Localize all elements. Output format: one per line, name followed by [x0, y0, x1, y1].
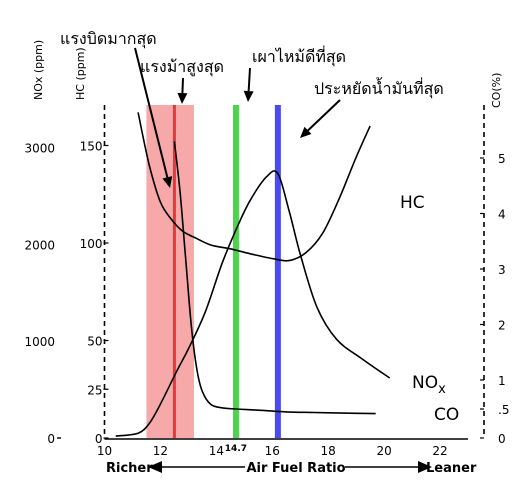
annotation-arrowhead-2: [243, 90, 254, 102]
x-tick-7: 22: [432, 444, 447, 458]
hc-tick-1: 25: [87, 383, 102, 397]
co-tick-3: 2: [498, 319, 506, 333]
curve-hc: [137, 112, 371, 262]
series-label-nox: NOx: [412, 373, 446, 397]
hc-tick-0: 0: [95, 432, 103, 446]
marker-line-2: [274, 105, 281, 438]
nox-tick-2: 2000: [24, 238, 55, 252]
annotation-arrowhead-3: [300, 126, 312, 138]
annotation-label-2: เผาไหม้ดีที่สุด: [252, 45, 346, 67]
x-tick-0: 10: [97, 444, 112, 458]
annotation-arrowhead-1: [177, 92, 188, 104]
curve-co: [173, 141, 376, 415]
annotation-arrowhead-0: [162, 176, 173, 188]
annotation-label-0: แรงบิดมากสุด: [60, 29, 157, 49]
nox-axis-title: NOx (ppm): [32, 40, 45, 100]
hc-tick-4: 150: [80, 140, 103, 154]
series-labels: HC NOx CO: [400, 193, 459, 425]
x-tick-1: 12: [153, 444, 168, 458]
x-tick-3: 14.7: [225, 444, 247, 454]
marker-line-1: [232, 105, 239, 438]
annotation-arrow-3: [307, 99, 341, 132]
right-arrow-head: [418, 461, 432, 473]
x-tick-4: 16: [265, 444, 280, 458]
marker-line-0: [172, 105, 176, 438]
annotation-label-3: ประหยัดน้ำมันที่สุด: [314, 77, 444, 99]
x-tick-5: 18: [321, 444, 336, 458]
nox-axis-title-main: NOx (ppm): [32, 40, 45, 100]
hc-tick-2: 50: [87, 335, 102, 349]
x-tick-2: 14: [209, 444, 224, 458]
x-axis-title: Air Fuel Ratio: [246, 461, 345, 476]
marker-layer: [172, 105, 281, 438]
x-direction-arrows: [148, 461, 432, 473]
co-tick-4: 3: [498, 263, 506, 277]
annotation-arrow-2: [247, 67, 251, 92]
nox-tick-1: 1000: [24, 335, 55, 349]
x-direction-left-label: Richer: [106, 461, 153, 476]
curve-layer: [115, 112, 391, 437]
left-arrow-head: [148, 461, 162, 473]
co-tick-5: 4: [498, 208, 506, 222]
nox-tick-labels: 0 1000 2000 3000: [24, 142, 55, 446]
hc-tick-3: 100: [80, 237, 103, 251]
hc-tick-labels: 0 25 50 100 150: [80, 140, 109, 446]
annotation-label-1: แรงม้าสูงสุด: [140, 57, 224, 77]
series-label-co: CO: [434, 405, 459, 425]
nox-tick-3: 3000: [24, 142, 55, 156]
series-label-hc: HC: [400, 193, 425, 213]
co-tick-0: 0: [498, 432, 506, 446]
x-tick-6: 20: [376, 444, 391, 458]
co-axis-title: CO(%): [490, 73, 503, 108]
annotation-arrow-1: [181, 77, 184, 94]
x-tick-labels: 10 12 14 14.7 16 18 20 22: [97, 444, 448, 458]
hc-axis-title: HC (ppm): [74, 47, 87, 100]
co-tick-6: 5: [498, 152, 506, 166]
co-tick-2: 1: [498, 374, 506, 388]
x-direction-right-label: Leaner: [426, 461, 477, 476]
curve-nox: [115, 170, 391, 437]
annotation-arrow-0: [134, 47, 169, 178]
co-tick-1: .5: [498, 403, 509, 417]
co-tick-labels: 0 .5 1 2 3 4 5: [480, 152, 509, 446]
nox-tick-0: 0: [47, 432, 55, 446]
